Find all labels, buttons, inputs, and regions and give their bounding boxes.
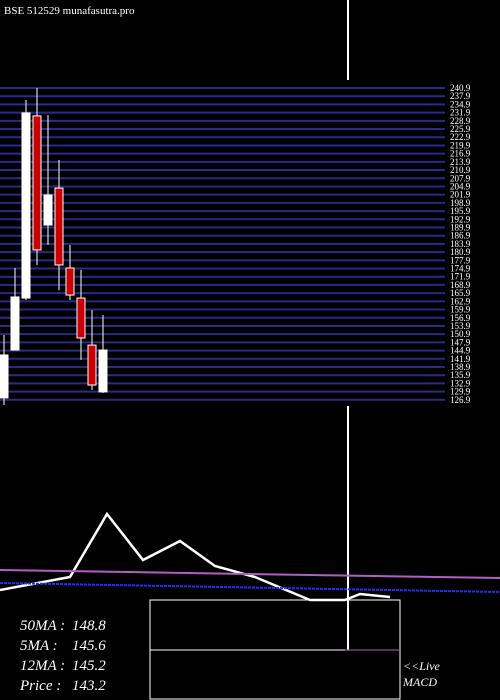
y-tick-label: 174.9 <box>450 264 471 274</box>
y-tick-label: 189.9 <box>450 222 471 232</box>
y-tick-label: 222.9 <box>450 132 471 142</box>
y-tick-label: 180.9 <box>450 247 471 257</box>
chart-title: BSE 512529 munafasutra.pro <box>4 5 135 17</box>
y-tick-label: 129.9 <box>450 387 471 397</box>
candle-body <box>98 349 108 393</box>
candle-body <box>10 296 20 351</box>
y-tick-label: 234.9 <box>450 99 471 109</box>
series-line <box>0 569 500 579</box>
candle-body <box>43 194 53 226</box>
candle-body <box>54 187 64 266</box>
y-tick-label: 165.9 <box>450 288 471 298</box>
candle-body <box>65 267 75 296</box>
y-tick-label: 225.9 <box>450 124 471 134</box>
y-tick-label: 237.9 <box>450 91 471 101</box>
live-label: MACD <box>402 675 437 689</box>
y-tick-label: 171.9 <box>450 272 471 282</box>
candle-body <box>87 344 97 386</box>
series-line <box>0 582 500 593</box>
y-tick-label: 168.9 <box>450 280 471 290</box>
y-tick-label: 126.9 <box>450 395 471 405</box>
y-tick-label: 135.9 <box>450 370 471 380</box>
y-tick-label: 195.9 <box>450 206 471 216</box>
y-tick-label: 156.9 <box>450 313 471 323</box>
candle-body <box>76 297 86 339</box>
y-tick-label: 219.9 <box>450 140 471 150</box>
candle-body <box>0 354 9 399</box>
y-tick-label: 204.9 <box>450 181 471 191</box>
y-tick-label: 216.9 <box>450 149 471 159</box>
candle-body <box>21 112 31 299</box>
y-tick-label: 186.9 <box>450 231 471 241</box>
y-tick-label: 213.9 <box>450 157 471 167</box>
y-tick-label: 132.9 <box>450 378 471 388</box>
legend-label: Price : <box>19 678 61 694</box>
y-tick-label: 144.9 <box>450 346 471 356</box>
y-tick-label: 147.9 <box>450 337 471 347</box>
live-label: <<Live <box>403 659 441 673</box>
candle-body <box>32 115 42 251</box>
legend-value: 145.2 <box>72 658 106 674</box>
y-tick-label: 201.9 <box>450 190 471 200</box>
y-tick-label: 198.9 <box>450 198 471 208</box>
series-line <box>0 511 391 602</box>
legend-value: 145.6 <box>72 638 106 654</box>
y-tick-label: 240.9 <box>450 83 471 93</box>
y-tick-label: 177.9 <box>450 255 471 265</box>
legend-label: 50MA : <box>20 618 65 634</box>
y-tick-label: 207.9 <box>450 173 471 183</box>
y-tick-label: 228.9 <box>450 116 471 126</box>
y-tick-label: 138.9 <box>450 362 471 372</box>
y-tick-label: 231.9 <box>450 108 471 118</box>
y-tick-label: 192.9 <box>450 214 471 224</box>
legend-label: 5MA : <box>20 638 58 654</box>
y-tick-label: 150.9 <box>450 329 471 339</box>
legend-value: 148.8 <box>72 618 106 634</box>
y-tick-label: 159.9 <box>450 305 471 315</box>
y-tick-label: 183.9 <box>450 239 471 249</box>
y-tick-label: 210.9 <box>450 165 471 175</box>
y-tick-label: 162.9 <box>450 296 471 306</box>
legend-value: 143.2 <box>72 678 106 694</box>
legend-label: 12MA : <box>20 658 65 674</box>
y-tick-label: 141.9 <box>450 354 471 364</box>
y-tick-label: 153.9 <box>450 321 471 331</box>
